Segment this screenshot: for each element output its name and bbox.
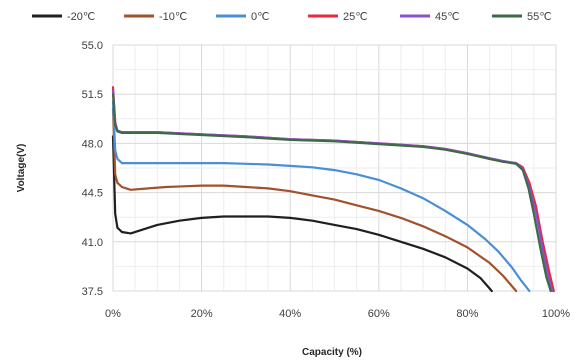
legend-label-1: -10℃ xyxy=(159,11,187,23)
series-line-0 xyxy=(111,135,493,293)
y-axis-title: Voltage(V) xyxy=(16,144,27,193)
legend-label-2: 0℃ xyxy=(251,11,269,23)
series-lines xyxy=(111,86,555,293)
series-line-5 xyxy=(111,93,552,293)
x-tick-label: 20% xyxy=(191,308,213,320)
legend-label-5: 55℃ xyxy=(527,11,552,23)
legend-label-4: 45℃ xyxy=(435,11,460,23)
x-tick-label: 100% xyxy=(542,308,570,320)
y-tick-label: 44.5 xyxy=(82,188,103,200)
y-tick-label: 51.5 xyxy=(82,89,103,101)
y-tick-label: 37.5 xyxy=(82,286,103,298)
x-tick-label: 80% xyxy=(456,308,478,320)
y-tick-label: 55.0 xyxy=(82,40,103,52)
y-tick-label: 48.0 xyxy=(82,138,103,150)
legend: -20℃ -10℃ 0℃ 25℃ 45℃ 55℃ xyxy=(32,11,552,23)
series-line-1 xyxy=(111,107,518,293)
y-tick-label: 41.0 xyxy=(82,237,103,249)
gridlines xyxy=(112,44,557,292)
x-tick-label: 40% xyxy=(279,308,301,320)
series-line-2 xyxy=(111,100,531,293)
legend-label-0: -20℃ xyxy=(67,11,95,23)
legend-label-3: 25℃ xyxy=(343,11,368,23)
x-tick-label: 0% xyxy=(105,308,121,320)
x-tick-label: 60% xyxy=(368,308,390,320)
x-axis-title: Capacity (%) xyxy=(302,347,362,358)
tick-labels: 37.5 41.0 44.5 48.0 51.5 55.0 0% 20% 40% 60% 80% 10… xyxy=(82,40,571,320)
